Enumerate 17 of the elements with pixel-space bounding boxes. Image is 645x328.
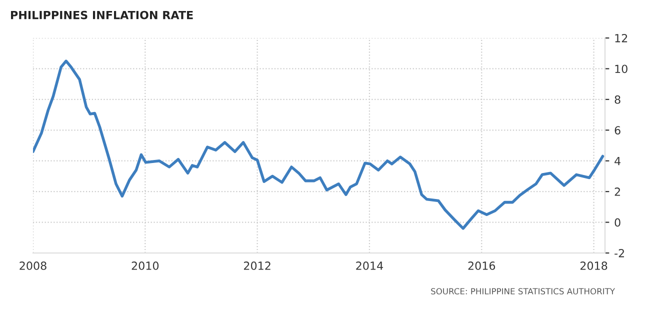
x-tick-label: 2010	[132, 262, 159, 270]
x-tick-label: 2008	[20, 262, 46, 270]
source-note: SOURCE: PHILIPPINE STATISTICS AUTHORITY	[431, 288, 616, 294]
y-tick-label: 12	[615, 34, 628, 42]
chart-title: PHILIPPINES INFLATION RATE	[11, 10, 193, 20]
x-tick-label: 2014	[356, 262, 383, 270]
x-tick-label: 2016	[468, 262, 496, 270]
y-tick-label: 4	[614, 156, 620, 166]
y-tick-label: -2	[614, 248, 624, 258]
y-tick-label: 0	[614, 218, 620, 227]
y-tick-label: 10	[615, 64, 628, 74]
line-series	[33, 60, 604, 230]
y-tick-label: 6	[614, 126, 620, 135]
y-tick-label: 8	[614, 95, 620, 104]
x-tick-label: 2018	[580, 262, 608, 270]
y-tick-label: 2	[614, 188, 620, 196]
x-tick-label: 2012	[244, 262, 270, 270]
